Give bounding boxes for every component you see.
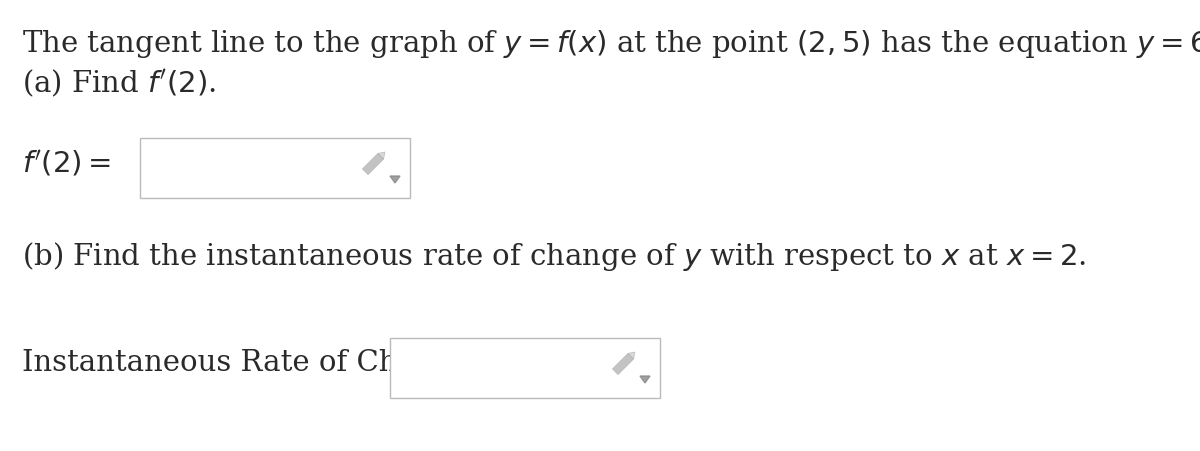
- Text: (b) Find the instantaneous rate of change of $y$ with respect to $x$ at $x = 2$.: (b) Find the instantaneous rate of chang…: [22, 240, 1086, 273]
- Text: The tangent line to the graph of $y = f(x)$ at the point $(2, 5)$ has the equati: The tangent line to the graph of $y = f(…: [22, 28, 1200, 60]
- Polygon shape: [628, 352, 635, 359]
- Polygon shape: [390, 176, 400, 183]
- Polygon shape: [362, 153, 384, 175]
- Polygon shape: [378, 152, 385, 159]
- FancyBboxPatch shape: [390, 338, 660, 398]
- Polygon shape: [612, 354, 634, 375]
- Text: $f'(2) =$: $f'(2) =$: [22, 148, 112, 178]
- Text: (a) Find $f'(2)$.: (a) Find $f'(2)$.: [22, 68, 216, 99]
- Text: Instantaneous Rate of Change =: Instantaneous Rate of Change =: [22, 349, 503, 377]
- Polygon shape: [640, 376, 650, 383]
- FancyBboxPatch shape: [140, 138, 410, 198]
